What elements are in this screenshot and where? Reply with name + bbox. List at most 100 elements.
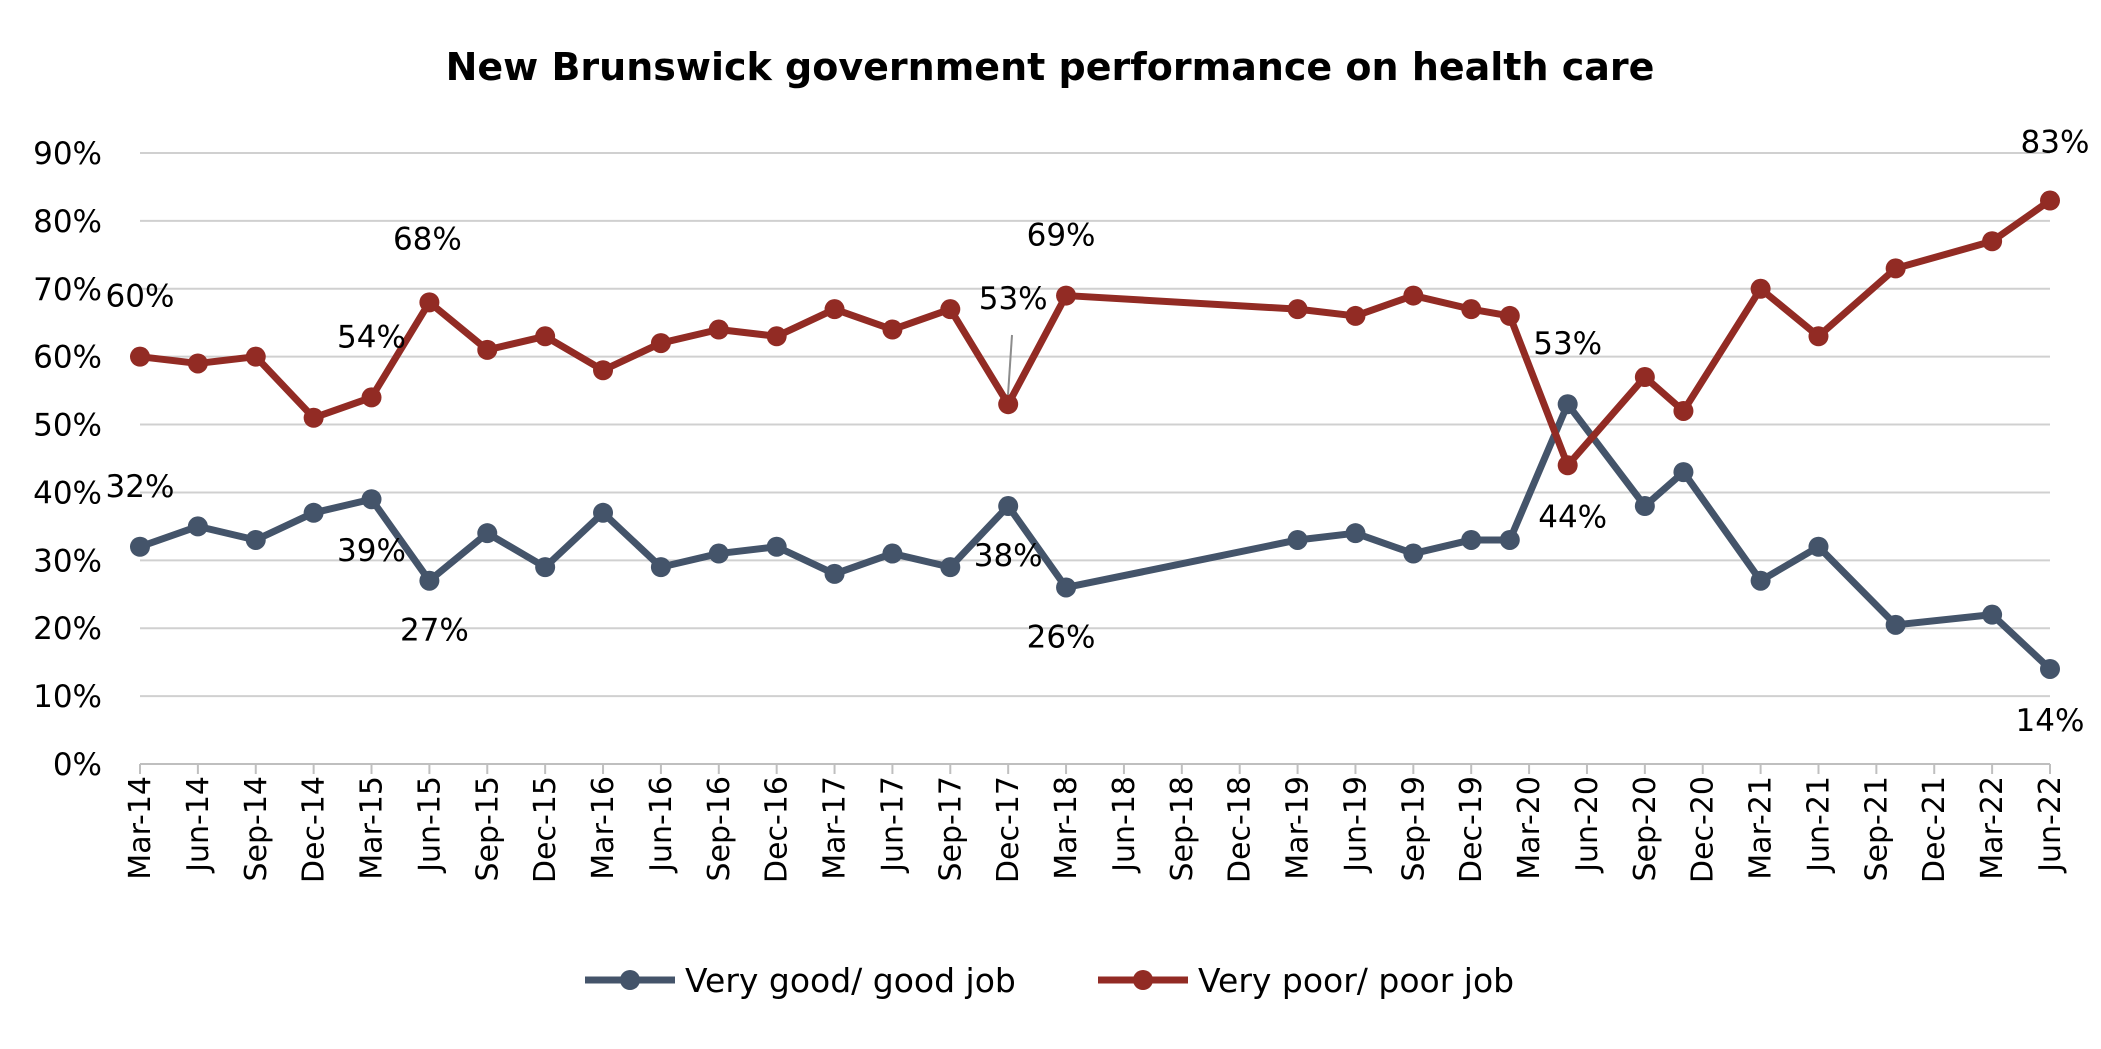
data-point	[535, 326, 556, 347]
data-point	[1750, 278, 1771, 299]
data-point	[1345, 305, 1366, 326]
data-point	[1750, 570, 1771, 591]
legend-label: Very poor/ poor job	[1198, 961, 1514, 1000]
data-label: 68%	[393, 221, 462, 257]
legend-swatch-marker	[620, 970, 640, 990]
x-tick-label: Dec-15	[528, 776, 563, 883]
legend-swatch-marker	[1133, 970, 1153, 990]
y-tick-label: 80%	[33, 204, 102, 240]
x-tick-label: Dec-21	[1917, 776, 1952, 883]
x-tick-label: Sep-20	[1628, 776, 1663, 882]
x-tick-label: Sep-14	[239, 776, 274, 882]
data-point	[1673, 462, 1694, 483]
y-tick-label: 50%	[33, 408, 102, 444]
data-point	[1056, 577, 1077, 598]
data-point	[882, 319, 903, 340]
x-tick-label: Dec-17	[991, 776, 1026, 883]
data-point	[419, 292, 440, 313]
data-point	[650, 557, 671, 578]
data-point	[245, 346, 266, 367]
series-group	[130, 190, 2060, 679]
data-point	[2040, 658, 2060, 679]
x-tick-label: Jun-18	[1107, 776, 1142, 874]
y-tick-label: 0%	[53, 747, 102, 783]
x-tick-label: Mar-20	[1512, 776, 1547, 880]
data-point	[1557, 394, 1578, 415]
data-point	[130, 346, 150, 367]
x-tick-label: Jun-15	[412, 776, 447, 874]
x-tick-label: Sep-18	[1165, 776, 1200, 882]
data-point	[245, 529, 266, 550]
data-point	[187, 516, 208, 537]
x-tick-label: Mar-22	[1975, 776, 2010, 880]
data-point	[998, 394, 1019, 415]
y-tick-label: 20%	[33, 611, 102, 647]
data-point	[1403, 543, 1424, 564]
axes	[139, 763, 2051, 774]
data-point	[1634, 367, 1655, 388]
data-point	[2040, 190, 2060, 211]
data-point	[1499, 529, 1520, 550]
x-tick-label: Jun-21	[1801, 776, 1836, 874]
data-point	[1499, 305, 1520, 326]
x-tick-label: Sep-21	[1859, 776, 1894, 882]
series-very-good-good-job	[130, 394, 2060, 679]
data-label: 53%	[1533, 326, 1602, 362]
data-point	[824, 299, 845, 320]
data-point	[766, 536, 787, 557]
data-point	[1885, 258, 1906, 279]
data-point	[1403, 285, 1424, 306]
y-tick-label: 60%	[33, 340, 102, 376]
data-point	[824, 563, 845, 584]
data-point	[593, 502, 614, 523]
data-point	[708, 319, 729, 340]
data-point	[361, 387, 382, 408]
data-point	[940, 299, 961, 320]
data-label: 26%	[1027, 619, 1096, 655]
data-point	[477, 339, 498, 360]
x-tick-label: Mar-21	[1744, 776, 1779, 880]
data-point	[1982, 231, 2003, 252]
legend-label: Very good/ good job	[685, 961, 1016, 1000]
data-labels: 32% 39% 27% 38% 26% 53% 14% 60% 54% 68% 53% 69% 44% 8…	[106, 125, 2090, 739]
data-point	[593, 360, 614, 381]
legend: Very good/ good job Very poor/ poor job	[585, 961, 1514, 1000]
x-tick-label: Dec-18	[1223, 776, 1258, 883]
data-point	[187, 353, 208, 374]
data-point	[1885, 614, 1906, 635]
data-label: 14%	[2016, 703, 2085, 739]
data-label: 32%	[106, 469, 175, 505]
data-point	[1287, 299, 1308, 320]
x-tick-label: Dec-19	[1454, 776, 1489, 883]
data-label: 44%	[1538, 499, 1607, 535]
x-tick-label: Mar-18	[1049, 776, 1084, 880]
y-tick-label: 40%	[33, 475, 102, 511]
data-label: 69%	[1027, 218, 1096, 254]
data-label: 54%	[337, 319, 406, 355]
x-tick-label: Jun-22	[2033, 776, 2068, 874]
y-tick-label: 70%	[33, 272, 102, 308]
x-tick-label: Mar-14	[123, 776, 158, 880]
data-point	[1345, 523, 1366, 544]
chart-title: New Brunswick government performance on …	[446, 45, 1655, 89]
data-point	[1808, 326, 1829, 347]
x-tick-label: Dec-20	[1686, 776, 1721, 883]
data-label: 53%	[979, 281, 1048, 317]
data-label: 38%	[974, 538, 1043, 574]
data-label: 39%	[337, 533, 406, 569]
x-tick-label: Dec-16	[760, 776, 795, 883]
data-point	[1808, 536, 1829, 557]
data-point	[1287, 529, 1308, 550]
x-tick-label: Sep-19	[1396, 776, 1431, 882]
series-very-poor-poor-job	[130, 190, 2060, 476]
legend-item-very-poor-poor-job: Very poor/ poor job	[1098, 961, 1514, 1000]
data-point	[303, 407, 324, 428]
data-point	[1982, 604, 2003, 625]
x-tick-label: Jun-16	[644, 776, 679, 874]
data-point	[1461, 529, 1482, 550]
y-tick-label: 90%	[33, 136, 102, 172]
y-axis-tick-labels: 0% 10% 20% 30% 40% 50% 60% 70% 80% 90%	[33, 136, 102, 783]
data-point	[882, 543, 903, 564]
data-label: 27%	[400, 613, 469, 649]
